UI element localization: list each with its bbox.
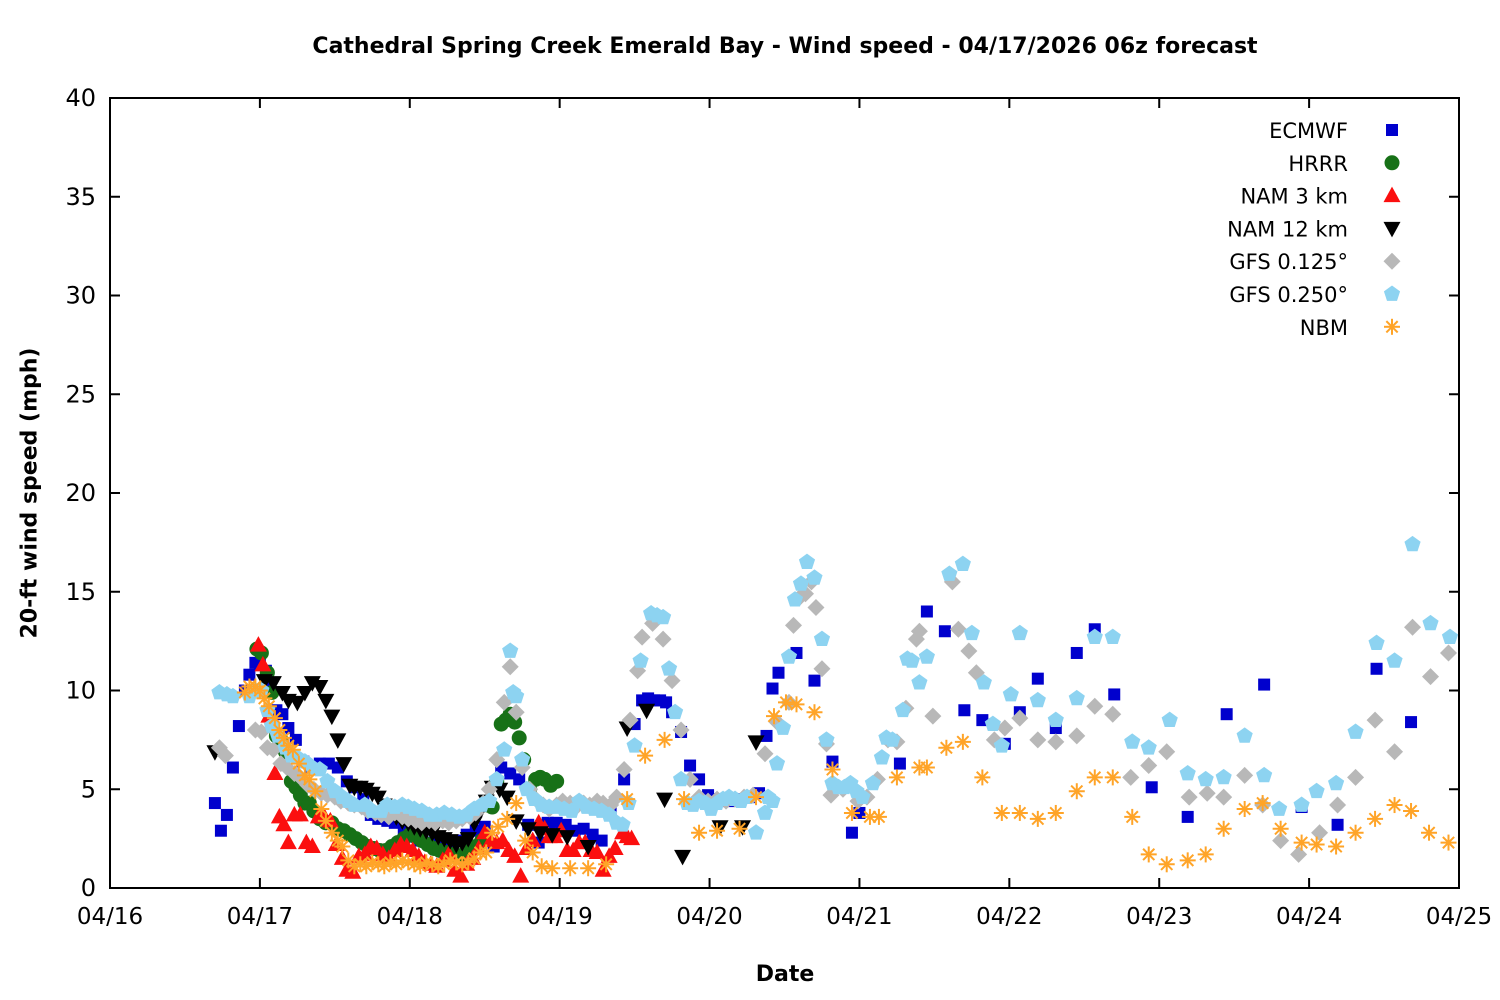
legend-item-gfs-0-125: GFS 0.125° bbox=[1229, 250, 1401, 274]
y-tick-label: 35 bbox=[65, 183, 96, 211]
legend-item-hrrr: HRRR bbox=[1288, 152, 1400, 176]
y-tick-label: 40 bbox=[65, 84, 96, 112]
x-tick-label: 04/22 bbox=[976, 904, 1042, 930]
y-tick-label: 20 bbox=[65, 479, 96, 507]
y-tick-label: 5 bbox=[81, 775, 96, 803]
x-axis-label: Date bbox=[755, 962, 815, 987]
legend-item-gfs-0-250: GFS 0.250° bbox=[1229, 283, 1401, 307]
gfs-0-250-legend-marker-icon bbox=[1383, 285, 1401, 301]
ecmwf-legend-marker-icon bbox=[1386, 124, 1398, 136]
x-tick-label: 04/17 bbox=[227, 904, 293, 930]
series-points-gfs-0-250 bbox=[211, 535, 1459, 840]
y-tick-label: 10 bbox=[65, 677, 96, 705]
chart-title: Cathedral Spring Creek Emerald Bay - Win… bbox=[312, 34, 1258, 59]
nam-3-km-legend-marker-icon bbox=[1383, 186, 1401, 203]
nam-12-km-legend-marker-icon bbox=[1383, 221, 1401, 238]
legend-label-nam-12-km: NAM 12 km bbox=[1227, 217, 1348, 241]
legend-label-ecmwf: ECMWF bbox=[1269, 119, 1348, 143]
x-tick-label: 04/19 bbox=[527, 904, 593, 930]
hrrr-legend-marker-icon bbox=[1384, 155, 1400, 171]
x-tick-label: 04/25 bbox=[1426, 904, 1492, 930]
legend-label-nam-3-km: NAM 3 km bbox=[1240, 185, 1348, 209]
legend-label-hrrr: HRRR bbox=[1288, 152, 1348, 176]
legend-item-nbm: NBM bbox=[1300, 316, 1400, 340]
series-points-gfs-0-125 bbox=[210, 573, 1458, 863]
legend-item-ecmwf: ECMWF bbox=[1269, 119, 1398, 143]
legend-item-nam-3-km: NAM 3 km bbox=[1240, 185, 1401, 209]
y-tick-label: 25 bbox=[65, 380, 96, 408]
x-tick-label: 04/20 bbox=[676, 904, 742, 930]
nbm-legend-marker-icon bbox=[1384, 318, 1400, 335]
legend-label-nbm: NBM bbox=[1300, 316, 1348, 340]
x-tick-label: 04/21 bbox=[826, 904, 892, 930]
legend-item-nam-12-km: NAM 12 km bbox=[1227, 217, 1401, 241]
y-tick-label: 15 bbox=[65, 578, 96, 606]
x-tick-label: 04/16 bbox=[77, 904, 143, 930]
x-tick-label: 04/23 bbox=[1126, 904, 1192, 930]
legend-label-gfs-0-125: GFS 0.125° bbox=[1229, 250, 1348, 274]
y-tick-label: 30 bbox=[65, 282, 96, 310]
x-tick-label: 04/24 bbox=[1276, 904, 1342, 930]
gfs-0-125-legend-marker-icon bbox=[1383, 252, 1401, 270]
legend-label-gfs-0-250: GFS 0.250° bbox=[1229, 283, 1348, 307]
y-tick-label: 0 bbox=[81, 874, 96, 902]
x-tick-label: 04/18 bbox=[377, 904, 443, 930]
series-points-nbm bbox=[236, 678, 1457, 877]
series-points-nam-3-km bbox=[249, 636, 641, 883]
